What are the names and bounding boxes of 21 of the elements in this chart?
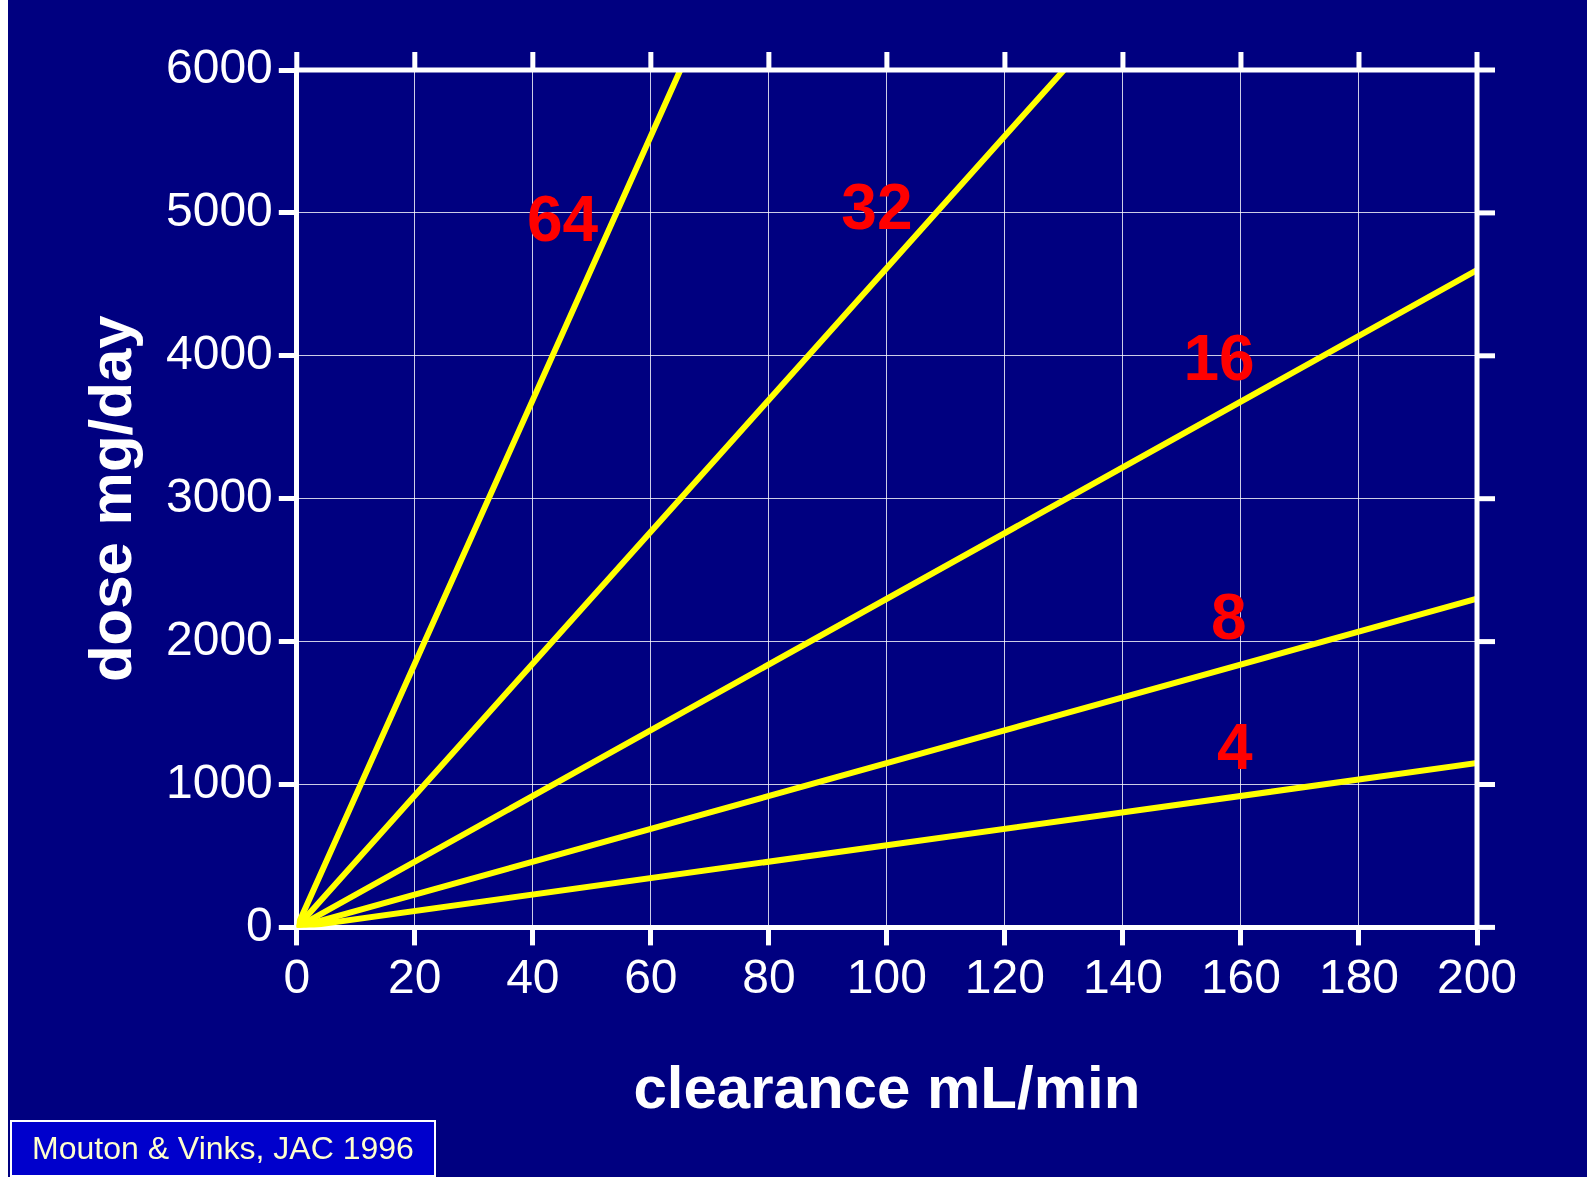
x-tick-label: 200 — [1436, 950, 1518, 1004]
y-tick-label: 0 — [246, 897, 273, 951]
text: Mouton & Vinks, JAC 1996 — [10, 1120, 436, 1177]
x-tick-label: 40 — [506, 950, 560, 1004]
x-tick-label: 60 — [624, 950, 678, 1004]
x-tick-label: 100 — [846, 950, 927, 1004]
x-tick-label: 20 — [388, 950, 442, 1004]
x-axis-title: clearance mL/min — [633, 1053, 1141, 1121]
x-tick-label: 180 — [1318, 950, 1400, 1004]
y-tick-label: 5000 — [166, 183, 273, 237]
y-tick-label: 4000 — [166, 326, 273, 380]
x-tick-label: 0 — [283, 950, 311, 1004]
x-tick-label: 120 — [964, 950, 1045, 1004]
x-tick-label: 140 — [1082, 950, 1163, 1004]
x-tick-label: 160 — [1200, 950, 1281, 1004]
y-tick-label: 1000 — [166, 754, 273, 808]
y-axis-title: dose mg/day — [76, 314, 144, 683]
y-tick-label: 2000 — [166, 611, 273, 665]
x-tick-label: 80 — [742, 950, 796, 1004]
y-tick-label: 6000 — [166, 40, 273, 94]
y-tick-label: 3000 — [166, 468, 273, 522]
